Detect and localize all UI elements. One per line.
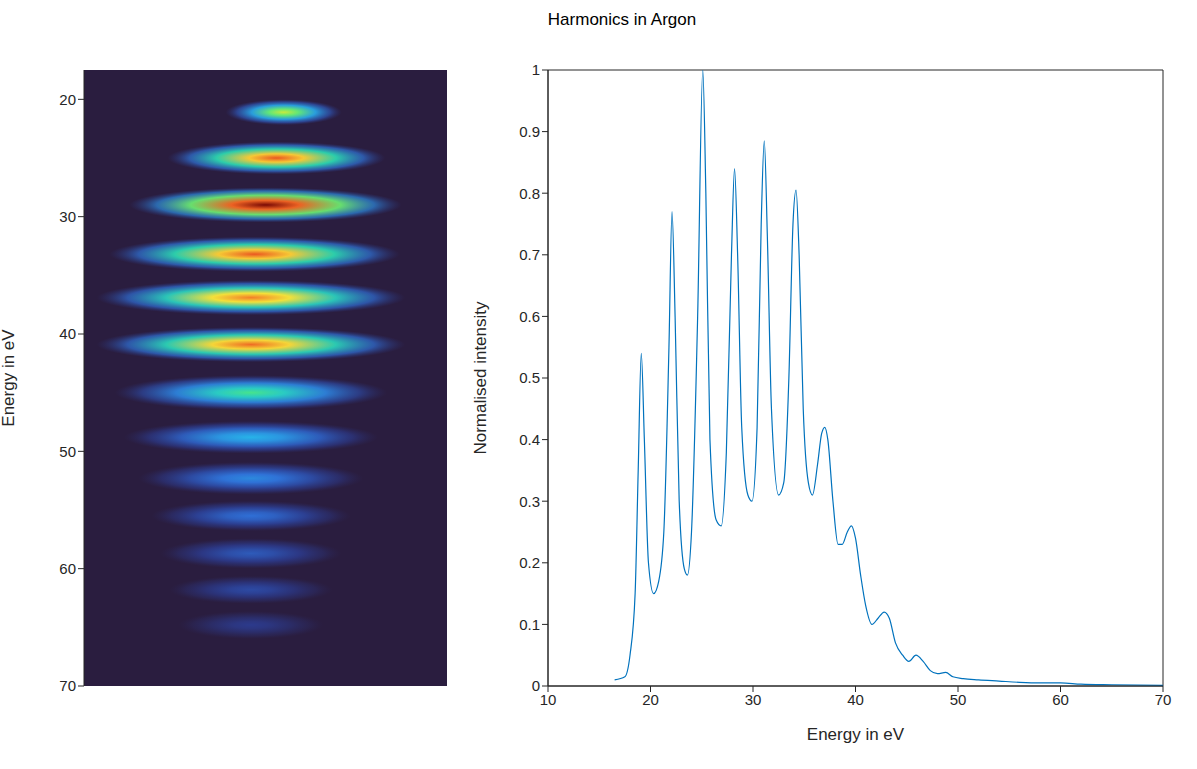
svg-text:0.5: 0.5 <box>519 369 540 386</box>
svg-text:Energy in eV: Energy in eV <box>807 725 905 744</box>
svg-text:70: 70 <box>59 677 76 694</box>
svg-text:0.8: 0.8 <box>519 185 540 202</box>
svg-text:0.7: 0.7 <box>519 246 540 263</box>
svg-text:0.2: 0.2 <box>519 554 540 571</box>
svg-text:0.1: 0.1 <box>519 616 540 633</box>
svg-text:50: 50 <box>59 443 76 460</box>
svg-text:50: 50 <box>950 691 967 708</box>
svg-text:0.6: 0.6 <box>519 308 540 325</box>
svg-text:20: 20 <box>642 691 659 708</box>
svg-text:0.3: 0.3 <box>519 493 540 510</box>
svg-text:0.4: 0.4 <box>519 431 540 448</box>
html-text:Harmonics in Argon: Harmonics in Argon <box>547 10 697 29</box>
svg-text:0: 0 <box>532 677 540 694</box>
svg-text:1: 1 <box>532 61 540 78</box>
svg-text:60: 60 <box>59 560 76 577</box>
svg-text:30: 30 <box>59 208 76 225</box>
svg-text:60: 60 <box>1052 691 1069 708</box>
svg-text:10: 10 <box>540 691 557 708</box>
svg-text:30: 30 <box>745 691 762 708</box>
svg-text:Normalised intensity: Normalised intensity <box>471 301 490 455</box>
svg-text:0.9: 0.9 <box>519 123 540 140</box>
svg-text:40: 40 <box>59 325 76 342</box>
svg-text:70: 70 <box>1155 691 1172 708</box>
svg-text:Energy in eV: Energy in eV <box>0 329 18 427</box>
svg-text:20: 20 <box>59 91 76 108</box>
svg-text:40: 40 <box>847 691 864 708</box>
